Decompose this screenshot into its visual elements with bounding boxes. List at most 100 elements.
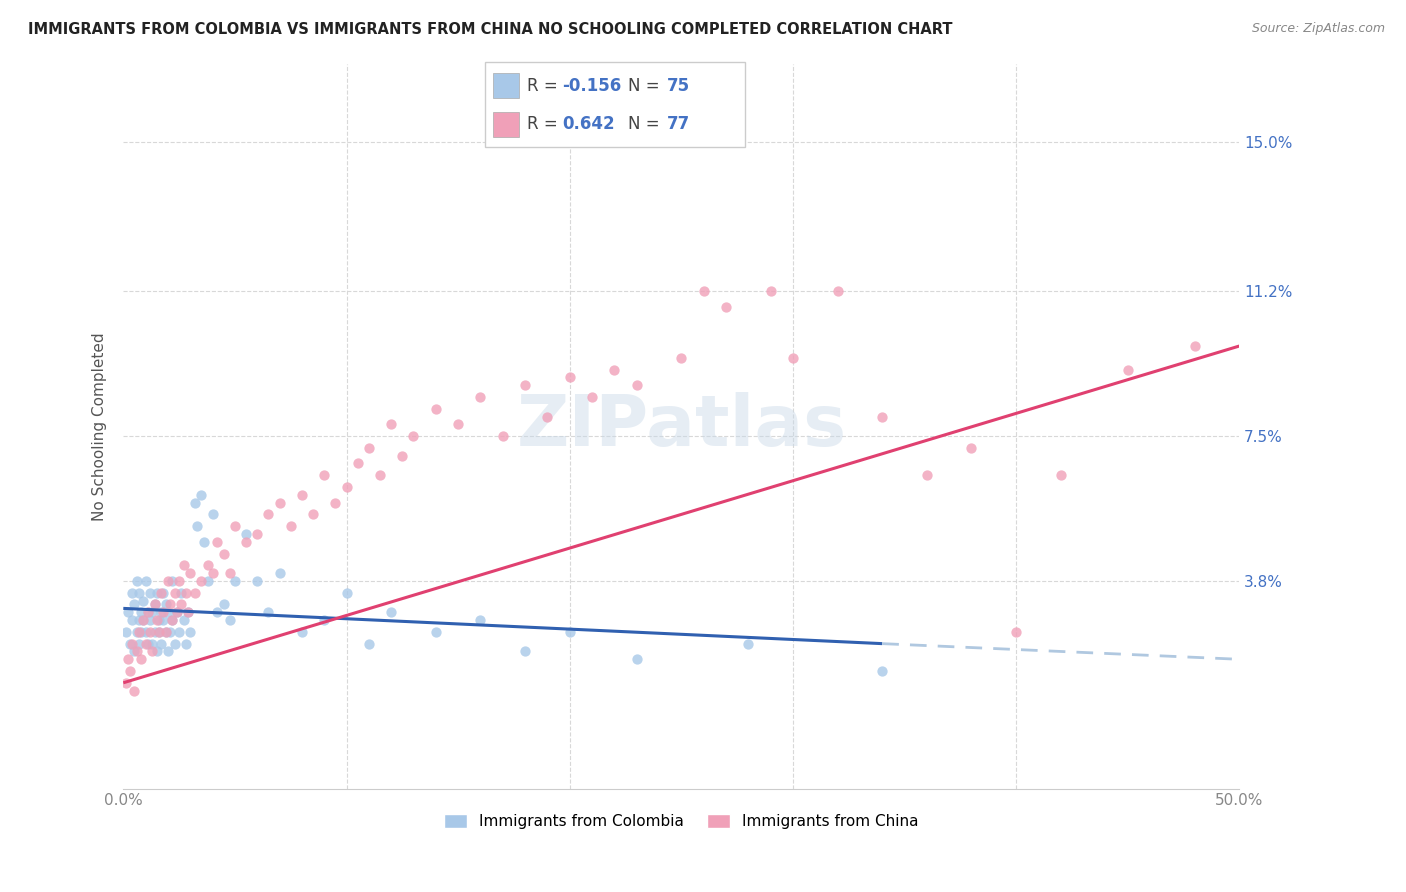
Point (118, 664, 141, 678)
Point (166, 605, 188, 619)
Point (135, 624, 157, 639)
Point (246, 574, 269, 588)
Point (173, 558, 195, 573)
Point (148, 613, 170, 627)
Point (1116, 362, 1139, 376)
Point (167, 574, 190, 588)
Point (163, 637, 186, 651)
Point (135, 637, 157, 651)
Point (291, 488, 314, 502)
Text: R =: R = (527, 115, 568, 133)
Point (190, 488, 212, 502)
Point (170, 585, 193, 599)
Point (155, 624, 177, 639)
Point (163, 585, 186, 599)
Point (314, 468, 336, 483)
Point (118, 637, 141, 651)
Point (114, 624, 136, 639)
Text: 0.642: 0.642 (562, 115, 614, 133)
Point (380, 417, 402, 432)
Point (197, 558, 219, 573)
Point (513, 378, 536, 392)
Point (177, 605, 200, 619)
Point (128, 624, 150, 639)
Point (447, 417, 470, 432)
Point (179, 566, 201, 581)
Point (124, 644, 146, 658)
Text: -0.156: -0.156 (562, 77, 621, 95)
Point (193, 534, 215, 549)
Point (1184, 339, 1206, 353)
Point (139, 624, 162, 639)
Point (139, 613, 162, 627)
Point (470, 390, 492, 404)
Point (150, 585, 173, 599)
Point (257, 508, 280, 522)
Point (167, 624, 190, 639)
Point (139, 585, 162, 599)
Point (870, 664, 893, 678)
Point (177, 605, 200, 619)
Point (219, 566, 242, 581)
Point (159, 598, 181, 612)
Point (146, 613, 169, 627)
Point (125, 574, 148, 588)
Point (492, 429, 515, 443)
Point (162, 574, 184, 588)
Point (870, 409, 893, 424)
Point (125, 644, 148, 658)
Point (368, 468, 391, 483)
Point (201, 566, 224, 581)
Point (179, 624, 201, 639)
Point (152, 613, 174, 627)
Point (173, 613, 195, 627)
Point (170, 598, 193, 612)
Point (156, 605, 179, 619)
Point (129, 605, 152, 619)
Point (141, 637, 163, 651)
Point (136, 605, 159, 619)
Point (143, 598, 166, 612)
Point (121, 613, 143, 627)
Point (132, 613, 155, 627)
Point (155, 624, 177, 639)
Text: ZIPatlas: ZIPatlas (516, 392, 846, 461)
Point (692, 284, 714, 298)
Text: IMMIGRANTS FROM COLOMBIA VS IMMIGRANTS FROM CHINA NO SCHOOLING COMPLETED CORRELA: IMMIGRANTS FROM COLOMBIA VS IMMIGRANTS F… (28, 22, 953, 37)
Point (1005, 624, 1028, 639)
Point (201, 508, 224, 522)
Point (759, 284, 782, 298)
Point (357, 637, 380, 651)
Point (197, 574, 219, 588)
Point (536, 409, 558, 424)
Point (156, 574, 179, 588)
Point (162, 613, 184, 627)
Point (132, 593, 155, 607)
Point (714, 300, 737, 314)
Legend: Immigrants from Colombia, Immigrants from China: Immigrants from Colombia, Immigrants fro… (437, 808, 925, 835)
Point (603, 362, 626, 376)
Point (314, 613, 336, 627)
Point (782, 351, 804, 365)
Point (152, 585, 174, 599)
Point (128, 585, 150, 599)
Point (212, 547, 235, 561)
Text: 75: 75 (668, 77, 690, 95)
Point (302, 508, 325, 522)
Text: N =: N = (628, 115, 665, 133)
Point (558, 370, 581, 384)
Bar (494, 72, 519, 98)
Point (915, 468, 938, 483)
Point (117, 605, 139, 619)
Y-axis label: No Schooling Completed: No Schooling Completed (93, 332, 107, 521)
Point (357, 441, 380, 455)
Point (335, 585, 357, 599)
Bar (494, 112, 519, 137)
Point (335, 480, 357, 494)
Point (156, 644, 179, 658)
Point (402, 429, 425, 443)
Point (136, 637, 159, 651)
Point (737, 637, 759, 651)
Point (135, 574, 157, 588)
Point (148, 624, 170, 639)
